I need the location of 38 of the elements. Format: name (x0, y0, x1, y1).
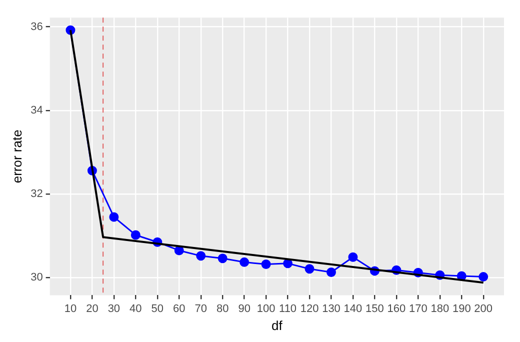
x-tick-label: 30 (108, 302, 120, 315)
y-tick-label: 36 (30, 20, 43, 33)
point (261, 260, 271, 270)
x-axis-title: df (271, 318, 283, 333)
point (304, 264, 314, 274)
x-tick-label: 200 (474, 302, 493, 315)
y-tick-label: 34 (30, 104, 43, 116)
x-tick-label: 190 (452, 302, 471, 315)
point (478, 272, 488, 282)
x-tick-label: 20 (86, 302, 98, 315)
x-tick-label: 180 (430, 302, 450, 315)
x-tick-label: 40 (130, 302, 142, 315)
point (348, 252, 358, 262)
x-tick-label: 70 (194, 302, 207, 315)
x-tick-label: 110 (279, 302, 297, 315)
point (196, 251, 206, 261)
x-tick-label: 60 (173, 302, 186, 315)
y-tick-label: 30 (30, 272, 43, 284)
x-tick-label: 120 (300, 302, 319, 315)
x-tick-label: 150 (366, 302, 384, 315)
point (174, 246, 184, 256)
point (130, 230, 140, 240)
x-tick-label: 80 (216, 302, 229, 315)
y-axis-title: error rate (9, 130, 24, 184)
x-tick-label: 100 (256, 302, 276, 315)
y-tick-label: 32 (30, 188, 43, 200)
point (326, 267, 336, 277)
point (109, 212, 119, 222)
x-tick-label: 90 (238, 302, 250, 315)
x-tick-label: 170 (408, 302, 428, 315)
x-tick-label: 10 (64, 302, 77, 315)
x-tick-label: 130 (322, 302, 340, 315)
point (283, 258, 293, 268)
point (240, 257, 250, 267)
x-tick-label: 50 (151, 302, 164, 315)
x-tick-label: 160 (387, 302, 406, 315)
point (218, 254, 228, 264)
x-tick-label: 140 (344, 302, 362, 315)
